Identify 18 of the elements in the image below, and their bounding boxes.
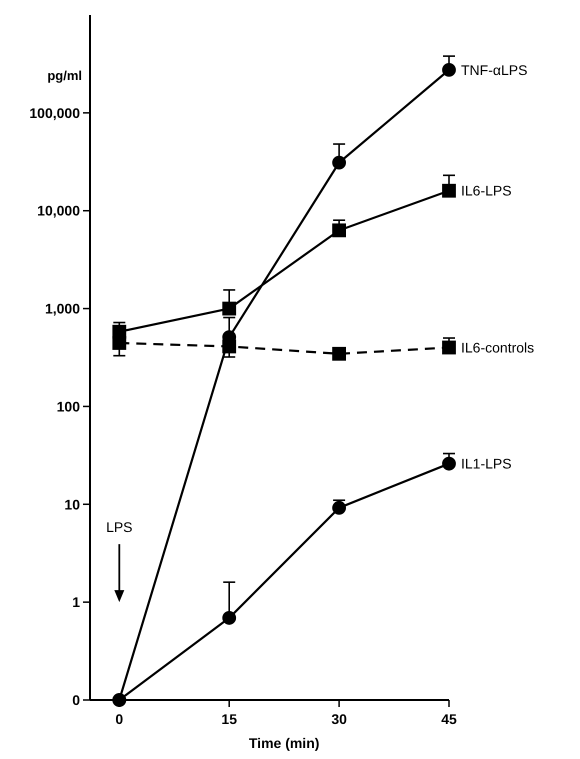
y-axis-title: pg/ml [47, 68, 82, 83]
x-tick-label: 30 [331, 711, 348, 727]
series-label: TNF-αLPS [461, 62, 528, 78]
y-tick-label: 100,000 [29, 104, 80, 121]
series-label: IL6-controls [461, 340, 534, 356]
y-tick-label: 1,000 [44, 300, 80, 317]
x-tick-label: 45 [441, 711, 457, 727]
y-tick-label: 0 [72, 692, 80, 708]
y-tick-label: 10 [64, 496, 80, 512]
y-tick-label: 100 [56, 398, 80, 414]
series-label: IL6-LPS [461, 182, 512, 199]
y-tick-label: 10,000 [37, 202, 80, 219]
annotation: LPS [106, 519, 133, 536]
x-tick-label: 0 [115, 711, 124, 727]
x-axis-title: Time (min) [248, 735, 320, 751]
y-tick-label: 1 [72, 594, 80, 610]
series-label: IL1-LPS [461, 456, 512, 472]
x-tick-label: 15 [221, 711, 238, 727]
